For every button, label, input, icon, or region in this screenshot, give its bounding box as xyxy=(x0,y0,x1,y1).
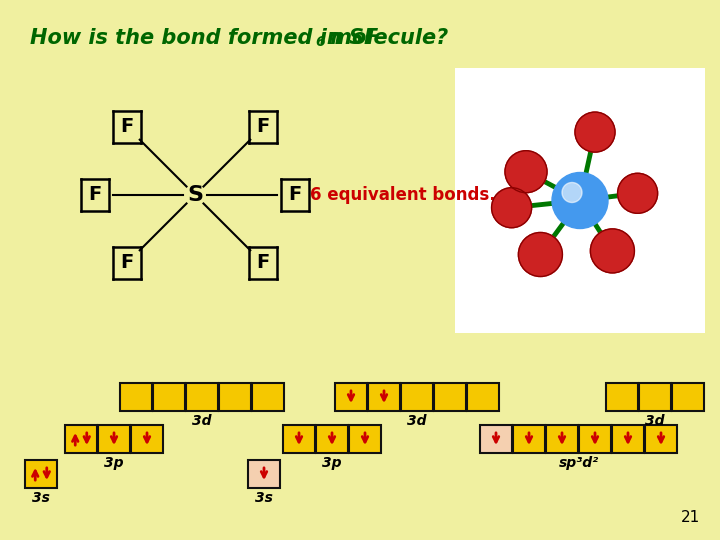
Bar xyxy=(252,383,284,411)
Circle shape xyxy=(590,229,634,273)
Bar xyxy=(186,383,218,411)
Bar xyxy=(672,383,704,411)
Text: sp³d²: sp³d² xyxy=(559,456,598,470)
Circle shape xyxy=(575,112,615,152)
Bar xyxy=(606,383,638,411)
Text: F: F xyxy=(89,186,102,205)
Text: F: F xyxy=(256,253,269,273)
Text: 6 equivalent bonds.: 6 equivalent bonds. xyxy=(310,186,495,204)
Bar xyxy=(316,425,348,453)
Text: F: F xyxy=(120,118,134,137)
Bar xyxy=(65,425,97,453)
Text: F: F xyxy=(289,186,302,205)
Text: 3d: 3d xyxy=(645,414,665,428)
Bar xyxy=(25,460,57,488)
Text: F: F xyxy=(120,253,134,273)
Bar xyxy=(219,383,251,411)
Text: 3s: 3s xyxy=(32,491,50,505)
Text: 21: 21 xyxy=(680,510,700,525)
Circle shape xyxy=(505,151,547,193)
Circle shape xyxy=(552,172,608,228)
Text: How is the bond formed in SF: How is the bond formed in SF xyxy=(30,28,378,48)
Bar xyxy=(248,460,280,488)
Text: S: S xyxy=(187,185,203,205)
Bar xyxy=(467,383,499,411)
Bar xyxy=(401,383,433,411)
Circle shape xyxy=(562,183,582,202)
Bar xyxy=(98,425,130,453)
Text: 3s: 3s xyxy=(255,491,273,505)
Text: 3d: 3d xyxy=(408,414,427,428)
Circle shape xyxy=(618,173,657,213)
Bar xyxy=(368,383,400,411)
Bar xyxy=(579,425,611,453)
Bar xyxy=(645,425,677,453)
Circle shape xyxy=(492,188,531,228)
Bar xyxy=(639,383,671,411)
Text: F: F xyxy=(256,118,269,137)
Bar xyxy=(335,383,367,411)
Bar xyxy=(153,383,185,411)
Text: 6: 6 xyxy=(315,35,325,49)
Text: 3p: 3p xyxy=(323,456,342,470)
Bar xyxy=(513,425,545,453)
Bar xyxy=(434,383,466,411)
Bar xyxy=(131,425,163,453)
Bar xyxy=(120,383,152,411)
Text: 3p: 3p xyxy=(104,456,124,470)
Bar xyxy=(546,425,578,453)
Bar xyxy=(349,425,381,453)
Text: molecule?: molecule? xyxy=(323,28,449,48)
Circle shape xyxy=(518,233,562,276)
Bar xyxy=(283,425,315,453)
Bar xyxy=(455,68,705,333)
Bar xyxy=(480,425,512,453)
Text: 3d: 3d xyxy=(192,414,212,428)
Bar xyxy=(612,425,644,453)
